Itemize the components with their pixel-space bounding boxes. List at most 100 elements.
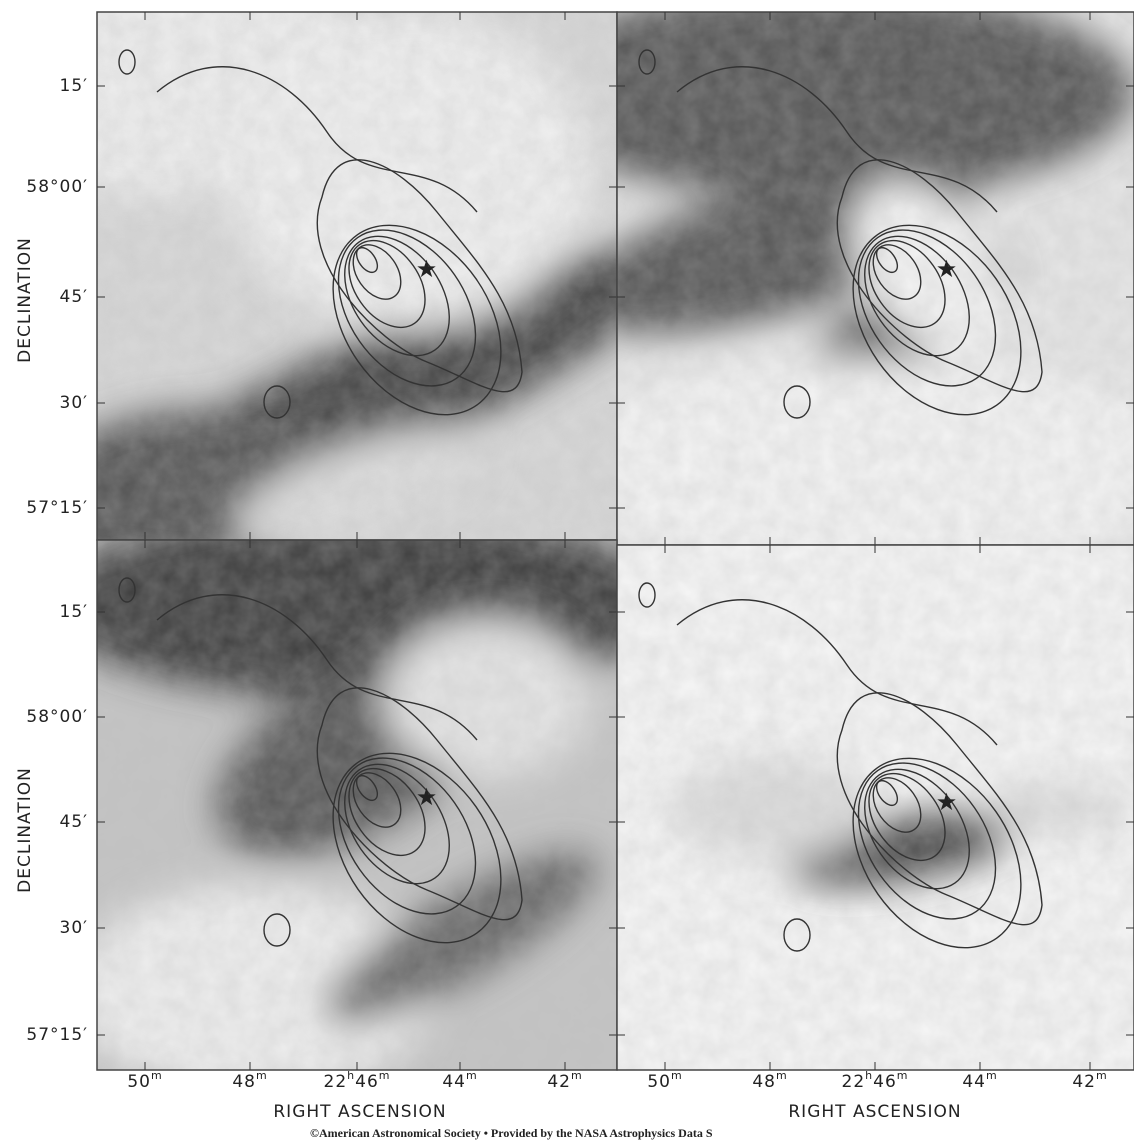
map-panel: ★ [616,11,1134,546]
contour [783,385,811,419]
contour [676,599,998,746]
map-panel: ★ [616,544,1134,1071]
star: ★ [936,788,959,816]
contour [872,244,922,300]
y-tick-label: 30′ [60,393,89,413]
y-tick-label: 58°00′ [26,177,88,197]
x-tick-label: 48m [232,1069,267,1092]
contour [344,763,450,885]
x-tick-label: 22h46m [842,1069,909,1092]
x-tick-label: 42m [547,1069,582,1092]
contour [852,224,1022,416]
contour [857,229,997,387]
map-image: ★ [617,12,1134,545]
contour [156,66,478,213]
tick-part: 42 [547,1072,571,1092]
contour [348,767,426,857]
tick-part: m [466,1069,478,1082]
x-tick-label: 50m [647,1069,682,1092]
y-tick-label: 15′ [60,602,89,622]
y-tick-label: 57°15′ [26,498,88,518]
tick-part: h [347,1069,355,1082]
tick-part: 22 [842,1072,866,1092]
tick-part: m [897,1069,909,1082]
y-tick-label: 58°00′ [26,707,88,727]
contour [263,913,291,947]
tick-part: 48 [752,1072,776,1092]
y-tick-label: 57°15′ [26,1025,88,1045]
contours [638,582,1043,952]
tick-part: 44 [442,1072,466,1092]
contour [337,229,477,387]
tick-part: 46 [355,1072,379,1092]
map-image: ★ [617,545,1134,1070]
contour [352,244,402,300]
contour [864,768,970,890]
contour [868,772,946,862]
star: ★ [416,255,439,283]
contours [118,49,523,419]
x-tick-label: 44m [962,1069,997,1092]
tick-part: 48 [232,1072,256,1092]
contour [352,772,402,828]
tick-part: m [671,1069,683,1082]
grain [617,12,1134,545]
tick-part: 50 [647,1072,671,1092]
contour [857,762,997,920]
contour [872,777,922,833]
tick-part: 22 [324,1072,348,1092]
tick-part: h [865,1069,873,1082]
map-image: ★ [97,12,617,540]
tick-part: m [571,1069,583,1082]
contour [638,49,656,75]
contour [118,577,136,603]
map-image: ★ [97,540,617,1070]
x-tick-label: 42m [1072,1069,1107,1092]
contour [783,918,811,952]
tick-part: m [776,1069,788,1082]
y-tick-label: 45′ [60,287,89,307]
y-axis-label: DECLINATION [15,767,35,893]
contour [332,224,502,416]
contour [638,582,656,608]
copyright: ©American Astronomical Society • Provide… [310,1126,713,1140]
star: ★ [936,255,959,283]
tick-part: m [986,1069,998,1082]
x-tick-label: 50m [127,1069,162,1092]
tick-part: m [151,1069,163,1082]
contour [344,235,450,357]
contours [638,49,1043,419]
tick-part: m [379,1069,391,1082]
tick-part: m [256,1069,268,1082]
y-tick-label: 30′ [60,918,89,938]
x-tick-label: 22h46m [324,1069,391,1092]
contour [852,757,1022,949]
contour [156,594,478,741]
tick-part: m [1096,1069,1108,1082]
x-axis-label: RIGHT ASCENSION [273,1102,446,1122]
contour [864,235,970,357]
contours [118,577,523,947]
map-panel: ★ [96,539,618,1071]
x-tick-label: 48m [752,1069,787,1092]
y-tick-label: 45′ [60,812,89,832]
y-axis-label: DECLINATION [15,237,35,363]
tick-part: 50 [127,1072,151,1092]
contour [868,239,946,329]
x-axis-label: RIGHT ASCENSION [788,1102,961,1122]
tick-part: 44 [962,1072,986,1092]
x-tick-label: 44m [442,1069,477,1092]
contour [263,385,291,419]
star: ★ [416,783,439,811]
contour [118,49,136,75]
contour [332,752,502,944]
map-panel: ★ [96,11,618,541]
contour [337,757,477,915]
y-tick-label: 15′ [60,76,89,96]
tick-part: 46 [873,1072,897,1092]
tick-part: 42 [1072,1072,1096,1092]
contour [348,239,426,329]
contour [676,66,998,213]
